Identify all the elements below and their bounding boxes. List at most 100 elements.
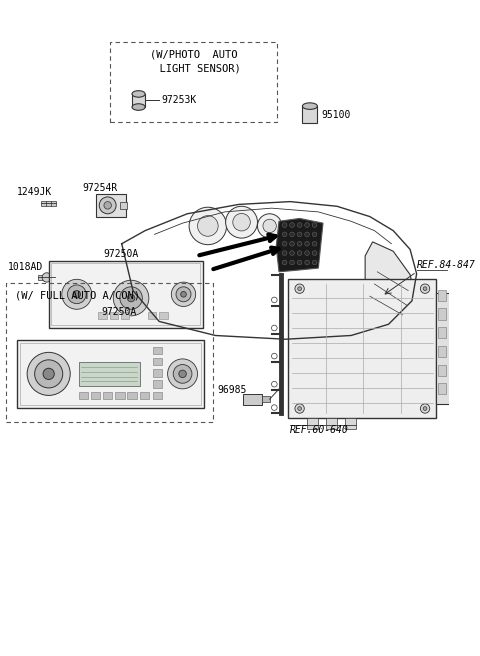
Bar <box>120 201 127 209</box>
Circle shape <box>226 206 257 238</box>
Circle shape <box>99 197 116 214</box>
Bar <box>436 293 450 404</box>
Circle shape <box>104 201 111 209</box>
Circle shape <box>295 284 304 293</box>
Circle shape <box>27 352 70 396</box>
Bar <box>438 289 445 301</box>
Circle shape <box>272 297 277 302</box>
Circle shape <box>290 251 294 255</box>
Circle shape <box>423 407 427 411</box>
Circle shape <box>180 291 186 297</box>
Circle shape <box>295 404 304 413</box>
Bar <box>153 369 162 377</box>
Bar <box>302 106 317 123</box>
Bar <box>438 308 445 319</box>
Bar <box>127 392 137 399</box>
Bar <box>438 365 445 376</box>
Text: 97250A: 97250A <box>103 249 138 259</box>
Bar <box>41 201 56 206</box>
Text: 1018AD: 1018AD <box>8 262 43 272</box>
Circle shape <box>297 222 302 228</box>
Circle shape <box>282 232 287 237</box>
Text: REF.84-847: REF.84-847 <box>417 260 475 270</box>
Circle shape <box>272 354 277 359</box>
Circle shape <box>312 222 317 228</box>
Circle shape <box>297 241 302 246</box>
Bar <box>153 358 162 365</box>
Bar <box>326 418 337 429</box>
Circle shape <box>179 370 186 378</box>
Text: REF.60-640: REF.60-640 <box>290 425 349 436</box>
Bar <box>153 380 162 388</box>
Bar <box>79 361 140 386</box>
Text: 96985: 96985 <box>217 385 247 395</box>
Text: 97250A: 97250A <box>101 308 136 318</box>
Bar <box>153 392 162 399</box>
Text: 97253K: 97253K <box>161 94 196 104</box>
Circle shape <box>176 287 191 302</box>
Bar <box>91 392 100 399</box>
Bar <box>6 283 214 422</box>
Circle shape <box>312 232 317 237</box>
Text: 1249JK: 1249JK <box>17 187 52 197</box>
Circle shape <box>272 325 277 331</box>
Circle shape <box>290 241 294 246</box>
Bar <box>121 312 129 319</box>
Circle shape <box>43 368 54 379</box>
Bar <box>438 383 445 394</box>
Circle shape <box>290 260 294 265</box>
Circle shape <box>312 260 317 265</box>
Circle shape <box>298 287 301 291</box>
Circle shape <box>297 232 302 237</box>
Circle shape <box>312 241 317 246</box>
Circle shape <box>233 213 250 231</box>
Bar <box>38 275 55 280</box>
Text: 97254R: 97254R <box>83 184 118 194</box>
Polygon shape <box>365 242 417 328</box>
Circle shape <box>67 285 86 304</box>
Bar <box>262 396 270 402</box>
Bar <box>132 94 145 107</box>
Bar <box>438 346 445 357</box>
Circle shape <box>272 381 277 387</box>
Bar <box>103 392 112 399</box>
Bar <box>115 392 124 399</box>
Bar <box>96 194 126 216</box>
Circle shape <box>420 284 430 293</box>
Circle shape <box>173 365 192 383</box>
Circle shape <box>290 232 294 237</box>
Bar <box>110 43 277 122</box>
Circle shape <box>35 360 63 388</box>
Bar <box>288 279 436 418</box>
Bar <box>307 418 318 429</box>
Circle shape <box>298 407 301 411</box>
Circle shape <box>305 232 310 237</box>
Circle shape <box>305 241 310 246</box>
Circle shape <box>312 251 317 255</box>
Bar <box>48 260 203 328</box>
Circle shape <box>120 287 142 309</box>
Circle shape <box>127 295 135 302</box>
Bar <box>51 264 200 325</box>
Circle shape <box>198 216 218 236</box>
Circle shape <box>73 291 81 298</box>
Text: 95100: 95100 <box>321 110 350 119</box>
Bar <box>345 418 356 429</box>
Circle shape <box>62 279 92 309</box>
Circle shape <box>297 251 302 255</box>
Circle shape <box>113 280 149 316</box>
Bar <box>17 340 204 407</box>
Circle shape <box>189 207 227 245</box>
Bar <box>79 392 88 399</box>
Bar <box>159 312 168 319</box>
Circle shape <box>257 214 282 238</box>
Bar <box>148 312 156 319</box>
Circle shape <box>297 260 302 265</box>
Text: (W/ FULL AUTO A/CON): (W/ FULL AUTO A/CON) <box>15 291 140 300</box>
Bar <box>438 327 445 338</box>
Text: (W/PHOTO  AUTO: (W/PHOTO AUTO <box>150 50 238 60</box>
Circle shape <box>282 260 287 265</box>
Bar <box>153 347 162 354</box>
Circle shape <box>263 219 276 233</box>
Bar <box>109 312 118 319</box>
